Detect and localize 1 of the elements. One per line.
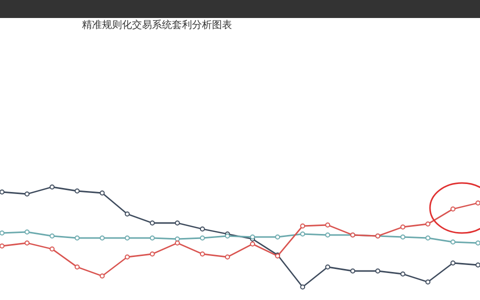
chart-title: 精准规则化交易系统套利分析图表 — [82, 19, 232, 31]
